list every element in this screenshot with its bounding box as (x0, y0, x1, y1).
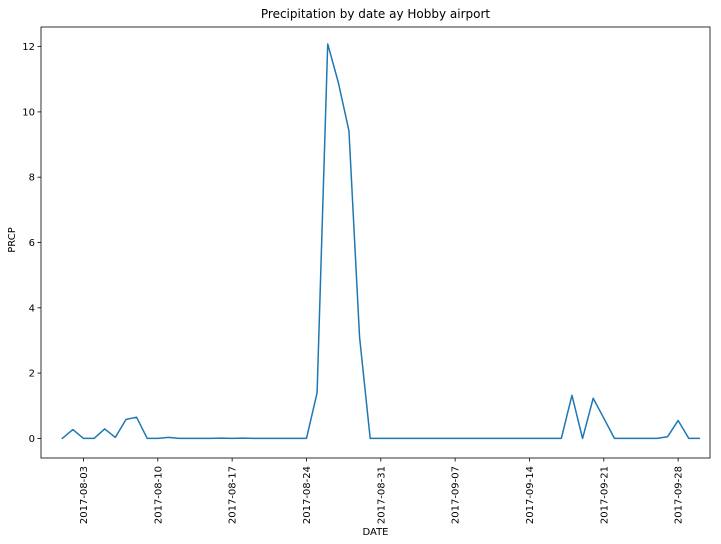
x-tick-label: 2017-08-17 (228, 466, 239, 524)
x-tick-label: 2017-09-28 (674, 466, 685, 524)
x-tick-label: 2017-08-24 (302, 466, 313, 524)
y-tick-label: 6 (29, 238, 35, 249)
y-tick-label: 12 (22, 42, 35, 53)
series-line (61, 43, 701, 440)
x-tick-label: 2017-09-21 (599, 466, 610, 524)
y-tick-label: 2 (29, 369, 35, 380)
x-tick-label: 2017-08-10 (153, 466, 164, 524)
y-tick-label: 8 (29, 173, 35, 184)
x-tick-label: 2017-08-31 (376, 466, 387, 524)
chart-title: Precipitation by date ay Hobby airport (261, 7, 491, 21)
plot-area: 0 2 4 6 8 10 12 2017-08-03 2017-08-10 2017-08-17 2… (22, 26, 711, 524)
x-axis-label: DATE (362, 527, 388, 538)
y-tick-label: 10 (22, 107, 35, 118)
x-tick-label: 2017-09-07 (451, 466, 462, 524)
y-tick-label: 4 (29, 303, 35, 314)
plot-frame (40, 26, 711, 459)
x-tick-label: 2017-09-14 (525, 466, 536, 524)
x-tick-label: 2017-08-03 (79, 466, 90, 524)
y-tick-label: 0 (29, 434, 35, 445)
y-axis-label: PRCP (7, 227, 18, 253)
